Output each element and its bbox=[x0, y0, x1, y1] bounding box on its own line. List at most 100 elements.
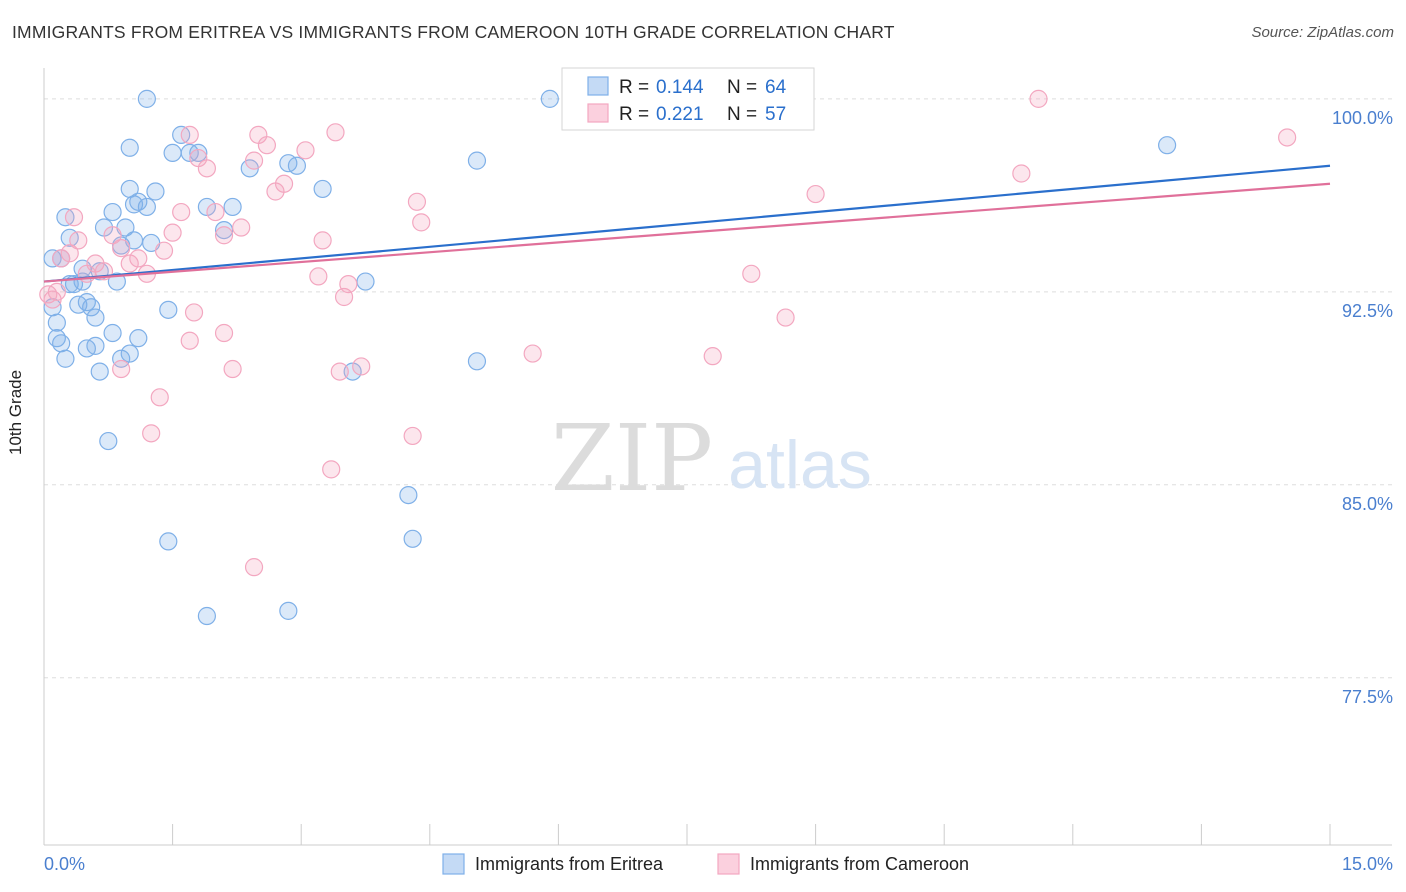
point-eritrea bbox=[86, 336, 105, 355]
point-cameroon bbox=[154, 241, 174, 260]
point-cameroon bbox=[244, 151, 264, 170]
point-cameroon bbox=[163, 223, 182, 242]
point-eritrea bbox=[120, 344, 139, 363]
point-cameroon bbox=[47, 282, 66, 301]
point-cameroon bbox=[142, 424, 161, 443]
point-cameroon bbox=[309, 267, 328, 286]
point-cameroon bbox=[330, 362, 349, 381]
legend-box: R = 0.144 N = 64 R = 0.221 N = 57 bbox=[561, 67, 815, 131]
point-eritrea bbox=[47, 313, 66, 332]
point-eritrea bbox=[467, 352, 487, 371]
bottom-legend-swatch-eritrea bbox=[442, 853, 465, 875]
y-tick-label: 85.0% bbox=[1342, 494, 1393, 514]
point-cameroon bbox=[180, 331, 199, 350]
point-eritrea bbox=[399, 485, 418, 505]
point-eritrea bbox=[129, 329, 148, 348]
point-cameroon bbox=[214, 226, 234, 245]
watermark-atlas: atlas bbox=[728, 427, 872, 503]
legend-swatch-cameroon bbox=[587, 103, 609, 123]
legend-r-label: R = bbox=[619, 104, 649, 125]
legend-n-value: 57 bbox=[765, 104, 786, 125]
legend-n-label: N = bbox=[727, 104, 757, 125]
point-cameroon bbox=[172, 202, 191, 222]
point-eritrea bbox=[287, 156, 307, 175]
point-cameroon bbox=[232, 218, 251, 237]
point-cameroon bbox=[352, 357, 371, 376]
point-cameroon bbox=[197, 159, 216, 178]
y-tick-labels: 100.0% 92.5% 85.0% 77.5% bbox=[1332, 108, 1393, 707]
point-eritrea bbox=[90, 362, 109, 381]
point-eritrea bbox=[137, 89, 156, 108]
point-eritrea bbox=[129, 192, 148, 211]
point-cameroon bbox=[1012, 164, 1031, 183]
point-cameroon bbox=[112, 238, 131, 258]
point-cameroon bbox=[523, 344, 542, 363]
y-tick-label: 92.5% bbox=[1342, 301, 1393, 321]
point-cameroon bbox=[257, 136, 277, 155]
bottom-legend-label: Immigrants from Cameroon bbox=[750, 854, 969, 874]
point-eritrea bbox=[120, 138, 139, 157]
point-cameroon bbox=[806, 184, 825, 204]
chart-title: IMMIGRANTS FROM ERITREA VS IMMIGRANTS FR… bbox=[12, 22, 895, 42]
x-tick-label: 15.0% bbox=[1342, 854, 1393, 874]
point-eritrea bbox=[159, 300, 178, 319]
point-eritrea bbox=[146, 182, 165, 201]
point-eritrea bbox=[223, 197, 242, 217]
point-cameroon bbox=[112, 359, 131, 379]
point-eritrea bbox=[163, 143, 182, 163]
point-cameroon bbox=[703, 347, 722, 366]
point-eritrea bbox=[197, 197, 216, 217]
legend-n-value: 64 bbox=[765, 77, 787, 98]
point-cameroon bbox=[244, 558, 264, 577]
point-eritrea bbox=[56, 349, 75, 368]
point-cameroon bbox=[326, 123, 345, 142]
point-cameroon bbox=[339, 275, 358, 294]
point-eritrea bbox=[279, 601, 298, 620]
point-eritrea bbox=[137, 197, 156, 217]
point-cameroon bbox=[206, 202, 225, 222]
axes bbox=[43, 68, 1392, 846]
point-eritrea bbox=[189, 143, 208, 163]
trend-line-cameroon bbox=[43, 182, 1331, 283]
y-tick-label: 100.0% bbox=[1332, 108, 1393, 128]
source-label: Source: ZipAtlas.com bbox=[1251, 24, 1394, 41]
point-eritrea bbox=[99, 431, 118, 451]
point-eritrea bbox=[103, 202, 122, 222]
point-cameroon bbox=[412, 213, 431, 232]
point-eritrea bbox=[540, 89, 559, 108]
data-points bbox=[39, 89, 1297, 626]
x-tick-label: 0.0% bbox=[44, 854, 85, 874]
trend-lines bbox=[43, 164, 1331, 283]
point-cameroon bbox=[129, 249, 148, 268]
legend-r-value: 0.221 bbox=[656, 104, 704, 125]
bottom-legend-label: Immigrants from Eritrea bbox=[475, 854, 664, 874]
point-eritrea bbox=[159, 532, 178, 551]
watermark-zip: ZIP bbox=[551, 405, 713, 512]
point-cameroon bbox=[403, 426, 422, 446]
point-eritrea bbox=[356, 272, 375, 291]
point-cameroon bbox=[1029, 89, 1048, 108]
point-eritrea bbox=[103, 323, 122, 343]
point-cameroon bbox=[313, 231, 332, 250]
point-cameroon bbox=[180, 125, 199, 144]
gridlines bbox=[44, 98, 1392, 679]
point-eritrea bbox=[52, 334, 71, 353]
bottom-legend-swatch-cameroon bbox=[717, 853, 740, 875]
point-cameroon bbox=[322, 460, 341, 479]
bottom-legend: Immigrants from Eritrea Immigrants from … bbox=[442, 853, 969, 875]
point-eritrea bbox=[467, 151, 487, 170]
point-cameroon bbox=[69, 231, 88, 250]
point-cameroon bbox=[1278, 128, 1297, 147]
legend-r-value: 0.144 bbox=[656, 77, 704, 98]
point-cameroon bbox=[223, 359, 242, 379]
trend-line-eritrea bbox=[43, 164, 1331, 283]
point-cameroon bbox=[742, 264, 761, 283]
point-eritrea bbox=[86, 308, 105, 327]
y-tick-label: 77.5% bbox=[1342, 687, 1393, 707]
point-eritrea bbox=[1158, 136, 1177, 155]
point-cameroon bbox=[52, 249, 71, 268]
point-eritrea bbox=[313, 179, 332, 199]
point-eritrea bbox=[343, 362, 362, 381]
point-eritrea bbox=[82, 298, 101, 317]
